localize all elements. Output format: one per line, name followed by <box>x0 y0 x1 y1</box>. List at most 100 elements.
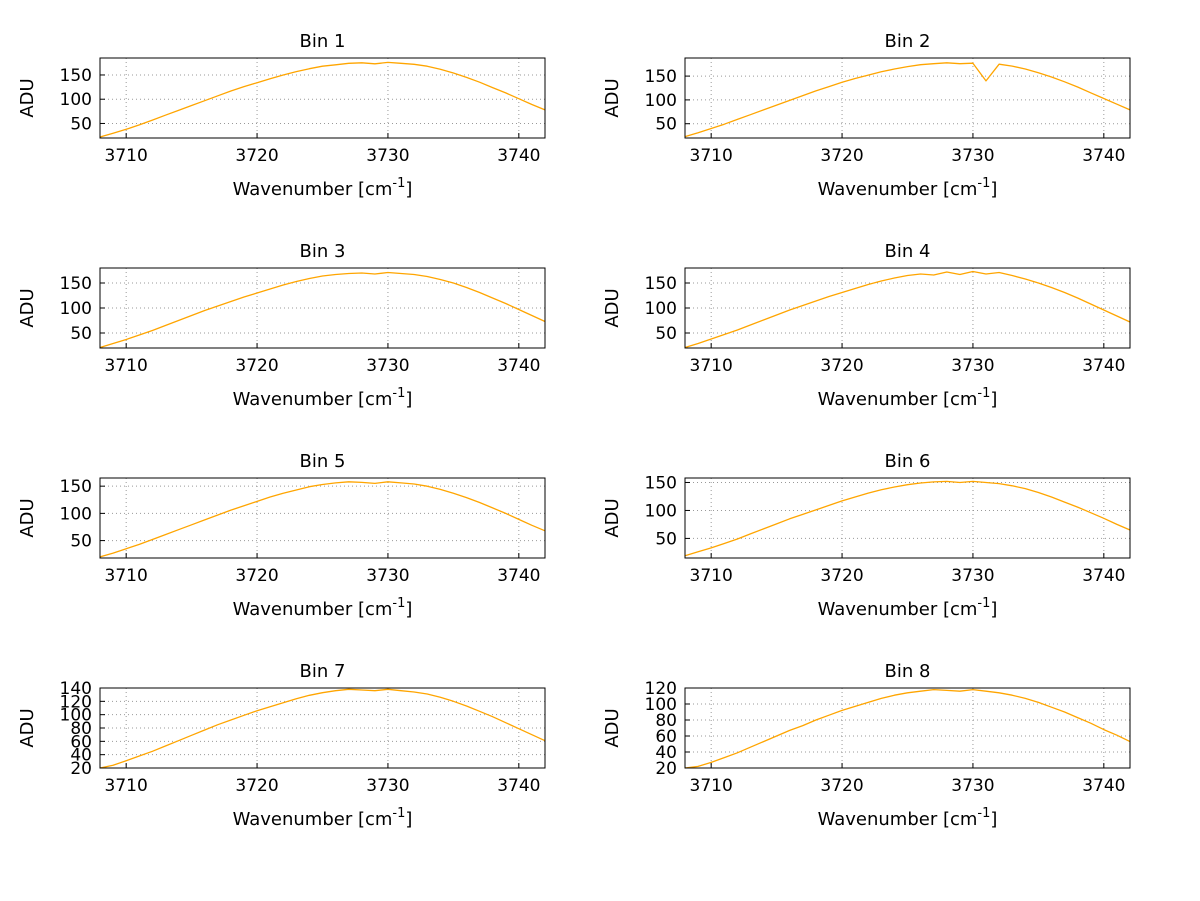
x-tick-label: 3720 <box>820 356 863 376</box>
y-tick-label: 80 <box>70 719 92 739</box>
x-tick-label: 3740 <box>497 146 540 166</box>
y-tick-label: 60 <box>70 732 92 752</box>
y-tick-label: 20 <box>70 759 92 779</box>
x-tick-label: 3710 <box>105 566 148 586</box>
spectrum-line <box>99 688 546 769</box>
subplot-bin-7: 3710 3720 3730 3740 20 40 60 80 100 120 140 Bin 7 AD… <box>15 658 600 868</box>
axes-box <box>684 477 1131 559</box>
x-tick-label: 3720 <box>820 776 863 796</box>
subplot-title: Bin 5 <box>300 451 346 472</box>
y-tick-label: 60 <box>655 727 677 747</box>
x-tick-label: 3730 <box>366 566 409 586</box>
spectrum-line <box>684 62 1131 138</box>
y-tick-label: 50 <box>70 114 92 134</box>
y-tick-label: 150 <box>60 66 92 86</box>
chart-bin-6: 3710 3720 3730 3740 50 100 150 Bin 6 ADU Wavenumb… <box>602 451 1131 620</box>
y-tick-label: 120 <box>645 679 677 699</box>
x-tick-label: 3730 <box>951 776 994 796</box>
subplot-title: Bin 1 <box>300 31 346 52</box>
y-tick-label: 100 <box>60 90 92 110</box>
x-axis-label: Wavenumber [cm-1] <box>233 596 413 620</box>
y-axis-label: ADU <box>602 708 623 747</box>
subplot-title: Bin 4 <box>885 241 931 262</box>
x-tick-label: 3720 <box>235 776 278 796</box>
subplot-bin-3: 3710 3720 3730 3740 50 100 150 Bin 3 ADU Wavenumb… <box>15 238 600 448</box>
subplot-bin-5: 3710 3720 3730 3740 50 100 150 Bin 5 ADU Wavenumb… <box>15 448 600 658</box>
y-tick-label: 150 <box>645 274 677 294</box>
y-tick-label: 120 <box>60 692 92 712</box>
spectrum-line <box>99 61 546 138</box>
x-tick-label: 3740 <box>497 356 540 376</box>
y-tick-label: 150 <box>60 477 92 497</box>
y-tick-label: 100 <box>645 501 677 521</box>
x-tick-label: 3740 <box>1082 146 1125 166</box>
x-tick-label: 3710 <box>105 146 148 166</box>
x-axis-label: Wavenumber [cm-1] <box>818 386 998 410</box>
axes-box <box>99 57 546 139</box>
x-tick-label: 3720 <box>820 146 863 166</box>
subplot-title: Bin 6 <box>885 451 931 472</box>
y-tick-label: 80 <box>655 711 677 731</box>
y-tick-label: 100 <box>645 299 677 319</box>
y-tick-label: 150 <box>645 473 677 493</box>
y-tick-label: 50 <box>70 532 92 552</box>
x-tick-label: 3740 <box>1082 776 1125 796</box>
y-tick-label: 100 <box>645 695 677 715</box>
x-tick-label: 3710 <box>105 356 148 376</box>
axes-box <box>99 267 546 349</box>
x-axis-label: Wavenumber [cm-1] <box>818 806 998 830</box>
y-axis-label: ADU <box>602 498 623 537</box>
axes-box <box>684 57 1131 139</box>
y-tick-label: 50 <box>655 324 677 344</box>
x-axis-label: Wavenumber [cm-1] <box>233 386 413 410</box>
spectrum-line <box>684 270 1131 349</box>
chart-bin-1: 3710 3720 3730 3740 50 100 150 Bin 1 ADU Wavenumb… <box>17 31 546 200</box>
spectrum-line <box>684 688 1131 769</box>
y-axis-label: ADU <box>17 78 38 117</box>
x-tick-label: 3730 <box>366 146 409 166</box>
x-tick-label: 3730 <box>366 776 409 796</box>
chart-bin-4: 3710 3720 3730 3740 50 100 150 Bin 4 ADU Wavenumb… <box>602 241 1131 410</box>
x-tick-label: 3720 <box>820 566 863 586</box>
subplot-title: Bin 3 <box>300 241 346 262</box>
y-tick-label: 100 <box>60 706 92 726</box>
y-axis-label: ADU <box>17 708 38 747</box>
subplot-bin-2: 3710 3720 3730 3740 50 100 150 Bin 2 ADU Wavenumb… <box>600 28 1185 238</box>
x-tick-label: 3740 <box>1082 356 1125 376</box>
y-tick-label: 100 <box>60 299 92 319</box>
subplot-bin-4: 3710 3720 3730 3740 50 100 150 Bin 4 ADU Wavenumb… <box>600 238 1185 448</box>
subplot-title: Bin 2 <box>885 31 931 52</box>
x-tick-label: 3710 <box>690 146 733 166</box>
x-tick-label: 3730 <box>951 356 994 376</box>
x-tick-label: 3720 <box>235 566 278 586</box>
x-axis-label: Wavenumber [cm-1] <box>818 176 998 200</box>
x-axis-label: Wavenumber [cm-1] <box>818 596 998 620</box>
spectrum-line <box>99 271 546 349</box>
x-tick-label: 3710 <box>690 776 733 796</box>
y-axis-label: ADU <box>602 78 623 117</box>
figure: 3710 3720 3730 3740 50 100 150 Bin 1 ADU Wavenumb… <box>15 28 1185 868</box>
x-tick-label: 3730 <box>951 146 994 166</box>
y-axis-label: ADU <box>17 498 38 537</box>
y-tick-label: 100 <box>645 91 677 111</box>
x-axis-label: Wavenumber [cm-1] <box>233 176 413 200</box>
spectrum-line <box>99 481 546 558</box>
y-axis-label: ADU <box>602 288 623 327</box>
axes-box <box>99 477 546 559</box>
chart-bin-3: 3710 3720 3730 3740 50 100 150 Bin 3 ADU Wavenumb… <box>17 241 546 410</box>
axes-box <box>99 687 546 769</box>
y-tick-label: 40 <box>70 746 92 766</box>
y-tick-label: 20 <box>655 759 677 779</box>
x-tick-label: 3730 <box>366 356 409 376</box>
y-tick-label: 50 <box>655 529 677 549</box>
y-tick-label: 150 <box>645 67 677 87</box>
subplot-bin-6: 3710 3720 3730 3740 50 100 150 Bin 6 ADU Wavenumb… <box>600 448 1185 658</box>
spectrum-line <box>684 480 1131 557</box>
y-tick-label: 50 <box>70 324 92 344</box>
x-tick-label: 3740 <box>1082 566 1125 586</box>
y-tick-label: 40 <box>655 743 677 763</box>
y-axis-label: ADU <box>17 288 38 327</box>
y-tick-label: 140 <box>60 679 92 699</box>
